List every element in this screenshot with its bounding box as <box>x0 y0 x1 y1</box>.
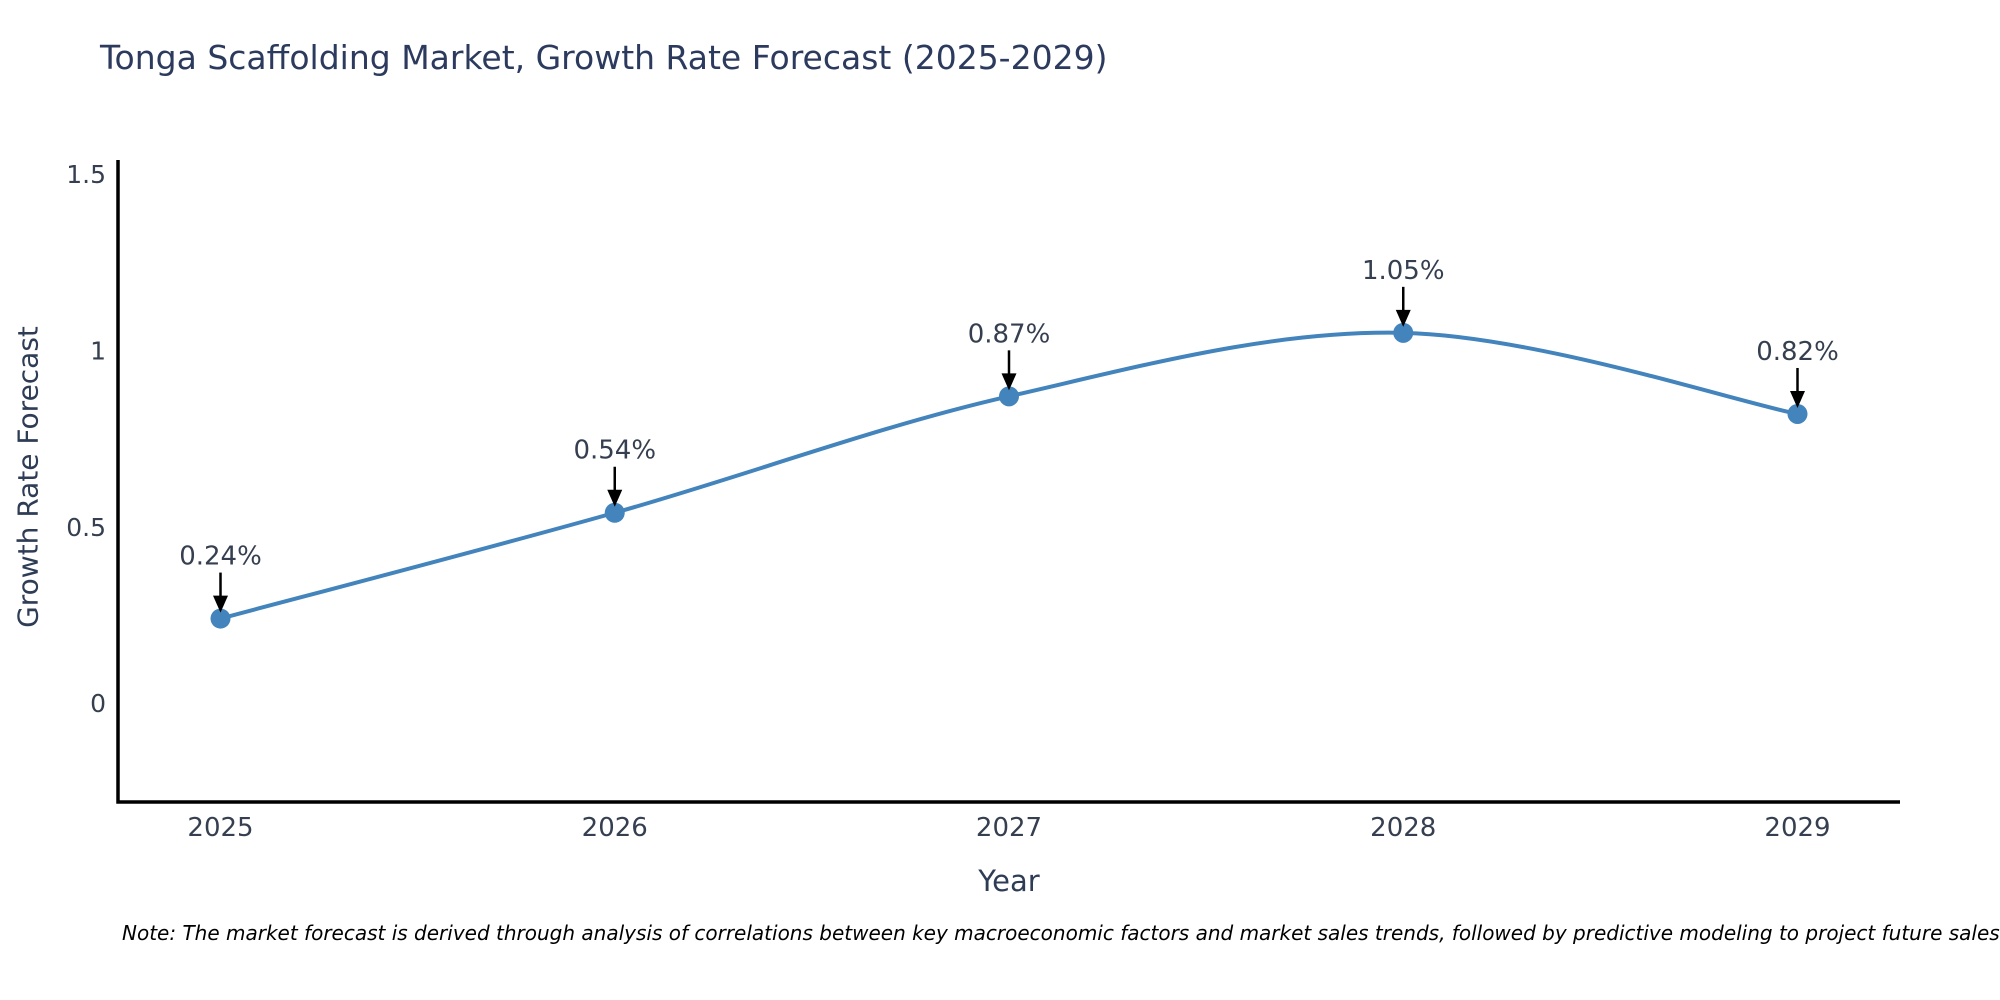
data-point-marker <box>1393 322 1414 343</box>
x-tick-label: 2029 <box>1764 813 1830 843</box>
y-tick-label: 0.5 <box>66 513 106 542</box>
chart-title: Tonga Scaffolding Market, Growth Rate Fo… <box>100 38 1108 77</box>
annotation-arrow-head <box>1395 309 1411 327</box>
x-tick-label: 2025 <box>187 813 253 843</box>
axis-spines <box>116 160 1900 804</box>
x-axis-title: Year <box>978 864 1040 898</box>
annotation-arrow-head <box>1001 373 1017 391</box>
data-point-marker <box>999 386 1019 407</box>
chart-note: Note: The market forecast is derived thr… <box>122 921 2000 945</box>
annotation-label: 1.05% <box>1362 256 1445 286</box>
annotation-label: 0.87% <box>968 319 1051 349</box>
data-point-marker <box>210 608 231 629</box>
data-point-marker <box>604 502 625 523</box>
annotation-arrow-head <box>1789 390 1805 408</box>
x-tick-label: 2027 <box>976 813 1042 843</box>
annotation-label: 0.24% <box>179 542 262 572</box>
annotation-label: 0.82% <box>1756 337 1839 367</box>
x-tick-label: 2028 <box>1370 813 1436 843</box>
annotation-arrow-head <box>213 595 229 613</box>
x-tick-label: 2026 <box>582 813 648 843</box>
annotation-label: 0.54% <box>573 436 656 466</box>
annotation-arrow-head <box>607 489 623 507</box>
y-tick-label: 1.5 <box>66 160 106 189</box>
data-point-marker <box>1787 403 1808 424</box>
y-tick-label: 1 <box>90 336 106 365</box>
y-tick-label: 0 <box>90 689 106 718</box>
